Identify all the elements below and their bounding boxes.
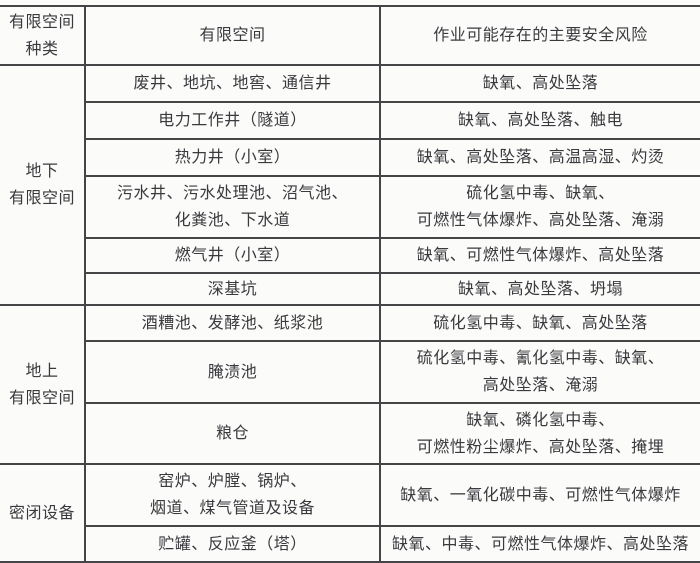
section-enclosed-equipment: 密闭设备 窑炉、炉膛、锅炉、 烟道、煤气管道及设备 缺氧、一氧化碳中毒、可燃性气…: [0, 465, 700, 561]
risk-cell: 缺氧、可燃性气体爆炸、高处坠落: [416, 247, 665, 264]
risk-cell: 硫化氢中毒、缺氧、高处坠落: [433, 314, 648, 332]
space-cell: 燃气井（小室）: [86, 239, 381, 272]
category-cell-enclosed-equipment: 密闭设备: [0, 465, 86, 561]
table-row: 深基坑 缺氧、高处坠落、坍塌: [86, 274, 700, 304]
space-cell: 粮仓: [86, 404, 381, 463]
risk-cell: 缺氧、高处坠落、坍塌: [457, 280, 623, 298]
risk-cell: 硫化氢中毒、氰化氢中毒、缺氧、 高处坠落、淹溺: [416, 350, 665, 394]
section-underground: 地下 有限空间 废井、地坑、地窖、通信井 缺氧、高处坠落 电力工作井（隧道） 缺…: [0, 66, 700, 306]
table-row: 贮罐、反应釜（塔） 缺氧、中毒、可燃性气体爆炸、高处坠落: [86, 527, 700, 561]
risk-cell: 缺氧、高处坠落、高温高湿、灼烫: [416, 149, 665, 166]
table-row: 污水井、污水处理池、沼气池、 化粪池、下水道 硫化氢中毒、缺氧、 可燃性气体爆炸…: [86, 177, 700, 239]
space-cell: 废井、地坑、地窖、通信井: [86, 66, 381, 101]
risk-cell: 硫化氢中毒、缺氧、 可燃性气体爆炸、高处坠落、淹溺: [416, 185, 665, 229]
risk-cell: 缺氧、中毒、可燃性气体爆炸、高处坠落: [391, 535, 689, 553]
space-cell: 热力井（小室）: [86, 140, 381, 175]
space-cell: 酒糟池、发酵池、纸浆池: [86, 306, 381, 340]
header-space-cell: 有限空间: [86, 7, 381, 64]
table-row: 电力工作井（隧道） 缺氧、高处坠落、触电: [86, 103, 700, 140]
space-cell: 污水井、污水处理池、沼气池、 化粪池、下水道: [86, 177, 381, 237]
risk-cell: 缺氧、磷化氢中毒、 可燃性粉尘爆炸、高处坠落、掩埋: [416, 411, 665, 456]
table-row: 窑炉、炉膛、锅炉、 烟道、煤气管道及设备 缺氧、一氧化碳中毒、可燃性气体爆炸: [86, 465, 700, 527]
space-cell: 窑炉、炉膛、锅炉、 烟道、煤气管道及设备: [86, 465, 381, 525]
space-cell: 电力工作井（隧道）: [86, 103, 381, 138]
category-cell-aboveground: 地上 有限空间: [0, 306, 86, 463]
space-cell: 贮罐、反应釜（塔）: [86, 527, 381, 561]
table-row: 废井、地坑、地窖、通信井 缺氧、高处坠落: [86, 66, 700, 103]
category-cell-underground: 地下 有限空间: [0, 66, 86, 304]
space-cell: 深基坑: [86, 274, 381, 304]
table-row: 燃气井（小室） 缺氧、可燃性气体爆炸、高处坠落: [86, 239, 700, 274]
confined-space-risk-table: 有限空间 种类 有限空间 作业可能存在的主要安全风险 地下 有限空间 废井、地坑…: [0, 5, 700, 563]
table-row: 酒糟池、发酵池、纸浆池 硫化氢中毒、缺氧、高处坠落: [86, 306, 700, 342]
header-category-cell: 有限空间 种类: [0, 7, 86, 64]
section-aboveground: 地上 有限空间 酒糟池、发酵池、纸浆池 硫化氢中毒、缺氧、高处坠落 腌渍池 硫化…: [0, 306, 700, 465]
risk-cell: 缺氧、高处坠落、触电: [457, 112, 623, 129]
header-risk-cell: 作业可能存在的主要安全风险: [433, 27, 648, 44]
table-row: 热力井（小室） 缺氧、高处坠落、高温高湿、灼烫: [86, 140, 700, 177]
risk-cell: 缺氧、高处坠落: [482, 75, 599, 92]
table-row: 粮仓 缺氧、磷化氢中毒、 可燃性粉尘爆炸、高处坠落、掩埋: [86, 404, 700, 463]
table-header-row: 有限空间 种类 有限空间 作业可能存在的主要安全风险: [0, 7, 700, 66]
risk-cell: 缺氧、一氧化碳中毒、可燃性气体爆炸: [400, 486, 681, 504]
space-cell: 腌渍池: [86, 342, 381, 402]
table-row: 腌渍池 硫化氢中毒、氰化氢中毒、缺氧、 高处坠落、淹溺: [86, 342, 700, 404]
